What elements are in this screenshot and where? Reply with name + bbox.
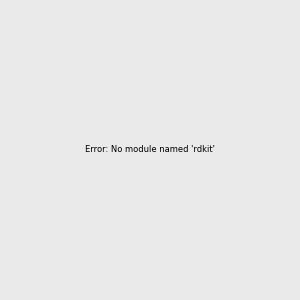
Text: Error: No module named 'rdkit': Error: No module named 'rdkit'	[85, 146, 215, 154]
